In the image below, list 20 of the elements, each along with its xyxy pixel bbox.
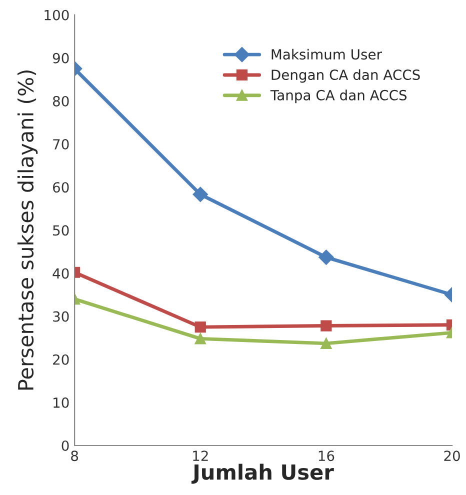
x-tick-label: 20: [444, 450, 460, 462]
legend-label: Tanpa CA dan ACCS: [270, 90, 407, 104]
y-tick-label: 60: [52, 182, 69, 193]
x-tick-label: 16: [318, 450, 334, 462]
y-tick-label: 100: [44, 10, 69, 20]
y-tick-label: 90: [52, 52, 69, 64]
y-tick-label: 80: [52, 96, 69, 106]
y-tick-label: 40: [52, 268, 69, 279]
y-tick-label: 10: [54, 397, 69, 408]
legend-label: Dengan CA dan ACCS: [272, 69, 420, 83]
y-tick-label: 20: [53, 354, 69, 365]
x-axis-title: Jumlah User: [191, 464, 334, 484]
y-axis-title: Persentase sukses dilayani (%): [17, 70, 38, 390]
x-tick-label: 8: [71, 450, 78, 462]
y-tick-label: 50: [53, 225, 69, 236]
y-tick-label: 70: [53, 139, 69, 150]
y-tick-label: 30: [53, 311, 69, 322]
x-tick-label: 12: [193, 450, 208, 461]
legend-label: Maksimum User: [272, 48, 382, 60]
y-tick-label: 0: [62, 440, 69, 451]
